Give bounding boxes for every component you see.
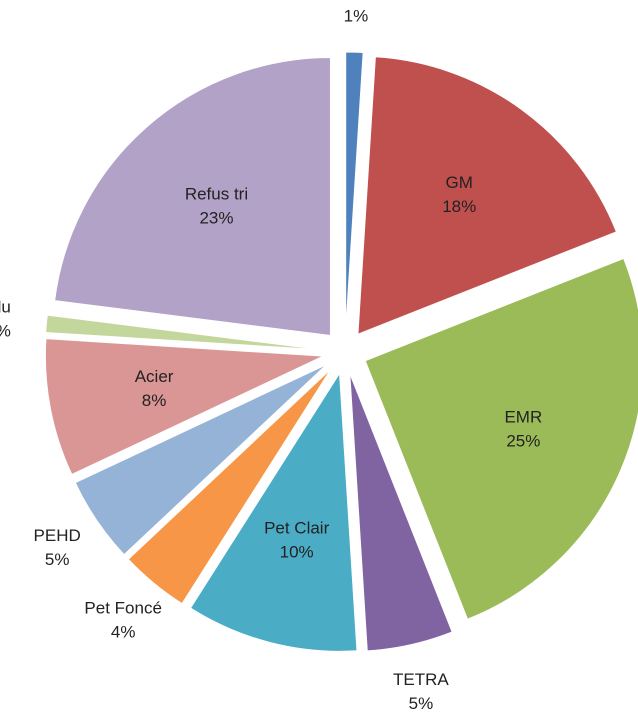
slice-label: Pet Clair	[264, 519, 330, 538]
pie-slice	[54, 56, 331, 337]
slice-value-label: 1%	[0, 322, 11, 341]
pie-slice	[364, 257, 638, 620]
slice-value-label: 5%	[409, 694, 434, 713]
pie-slice	[349, 373, 453, 652]
slice-label: Refus tri	[185, 185, 248, 204]
pie-slice	[74, 363, 328, 556]
slice-value-label: 1%	[344, 7, 369, 26]
slice-value-label: 18%	[442, 197, 476, 216]
slice-label: PEHD	[34, 526, 81, 545]
slice-label: GM	[446, 173, 473, 192]
pie-slice	[45, 314, 324, 351]
slice-label: EMR	[504, 408, 542, 427]
pie-slice	[189, 371, 358, 652]
slice-label: JRM	[338, 0, 373, 2]
pie-slice	[345, 51, 364, 331]
slice-label: TETRA	[393, 670, 449, 689]
slice-value-label: 8%	[142, 391, 167, 410]
slice-label: Acier	[135, 367, 174, 386]
pie-slice	[44, 338, 324, 476]
slice-value-label: 23%	[199, 209, 233, 228]
pie-slice	[127, 368, 332, 605]
slice-value-label: 10%	[280, 543, 314, 562]
slice-value-label: 4%	[111, 623, 136, 642]
slice-value-label: 25%	[506, 432, 540, 451]
pie-slice	[357, 56, 618, 335]
slice-value-label: 5%	[45, 550, 70, 569]
slice-label: Alu	[0, 298, 11, 317]
slice-label: Pet Foncé	[84, 599, 162, 618]
